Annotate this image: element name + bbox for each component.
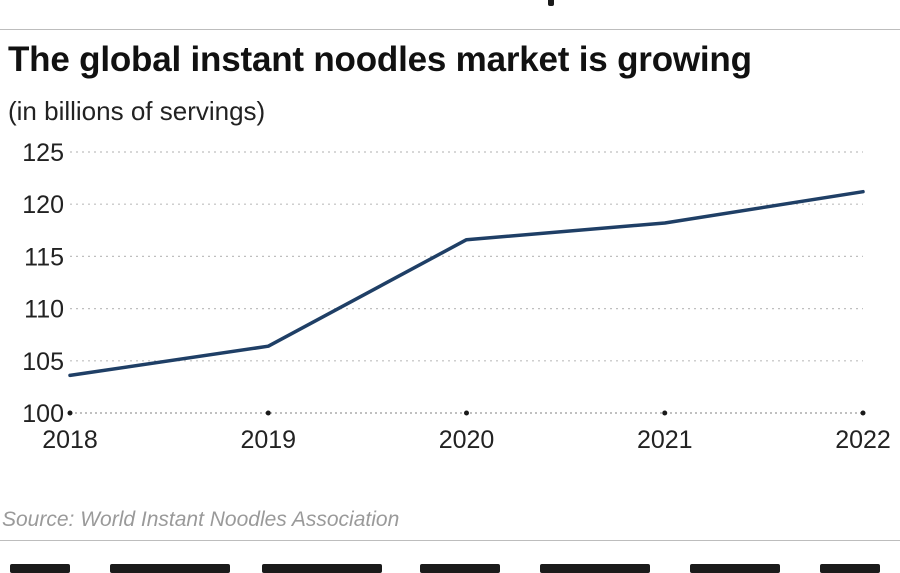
y-tick-label: 125: [22, 139, 64, 167]
chart-subtitle: (in billions of servings): [8, 96, 266, 126]
x-tick-label: 2021: [637, 426, 693, 454]
x-tick-mark: [860, 410, 866, 416]
y-tick-label: 105: [22, 348, 64, 376]
y-tick-label: 120: [22, 191, 64, 219]
series: [68, 189, 865, 378]
y-axis-ticks: 100 105 110 115 120 125: [22, 139, 64, 428]
grid-lines: [70, 151, 863, 362]
top-divider: [0, 29, 900, 30]
x-tick-label: 2019: [240, 426, 296, 454]
series-line-0: [68, 189, 865, 378]
x-tick-label: 2020: [439, 426, 495, 454]
x-tick-label: 2018: [42, 426, 98, 454]
chart-title: The global instant noodles market is gro…: [8, 40, 752, 79]
x-tick-mark: [265, 410, 271, 416]
y-tick-label: 115: [24, 243, 64, 271]
cropped-text-above: [0, 0, 900, 6]
x-tick-label: 2022: [835, 426, 891, 454]
y-tick-label: 110: [24, 296, 64, 324]
x-axis-ticks: 2018 2019 2020 2021 2022: [42, 410, 891, 454]
x-tick-mark: [662, 410, 668, 416]
y-tick-label: 100: [22, 400, 64, 428]
source-note: Source: World Instant Noodles Associatio…: [2, 508, 400, 531]
x-tick-mark: [464, 410, 469, 416]
x-tick-mark: [67, 410, 73, 416]
bottom-divider: [0, 540, 900, 541]
cropped-text-below: [0, 560, 900, 573]
